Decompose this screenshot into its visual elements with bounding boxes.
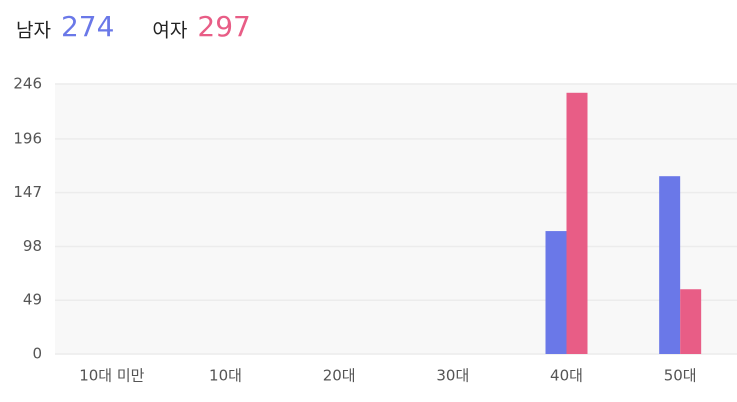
bar	[659, 176, 681, 354]
bar	[566, 92, 588, 354]
summary-label: 남자	[16, 20, 51, 42]
y-tick-label: 196	[13, 129, 42, 147]
summary-label: 여자	[152, 20, 187, 42]
y-tick-label: 0	[32, 345, 42, 363]
y-tick-label: 49	[23, 291, 42, 309]
y-tick-label: 147	[13, 183, 42, 201]
x-tick-label: 50대	[664, 367, 697, 385]
x-tick-label: 10대 미만	[79, 367, 144, 385]
summary-total: 297	[197, 10, 250, 43]
x-tick-label: 20대	[323, 367, 356, 385]
bar	[680, 289, 702, 354]
plot-background	[55, 84, 737, 354]
y-tick-label: 246	[13, 75, 42, 93]
x-tick-label: 30대	[436, 367, 469, 385]
x-tick-label: 10대	[209, 367, 242, 385]
bar	[545, 231, 567, 354]
x-tick-label: 40대	[550, 367, 583, 385]
summary-total: 274	[61, 10, 114, 43]
y-tick-label: 98	[23, 237, 42, 255]
